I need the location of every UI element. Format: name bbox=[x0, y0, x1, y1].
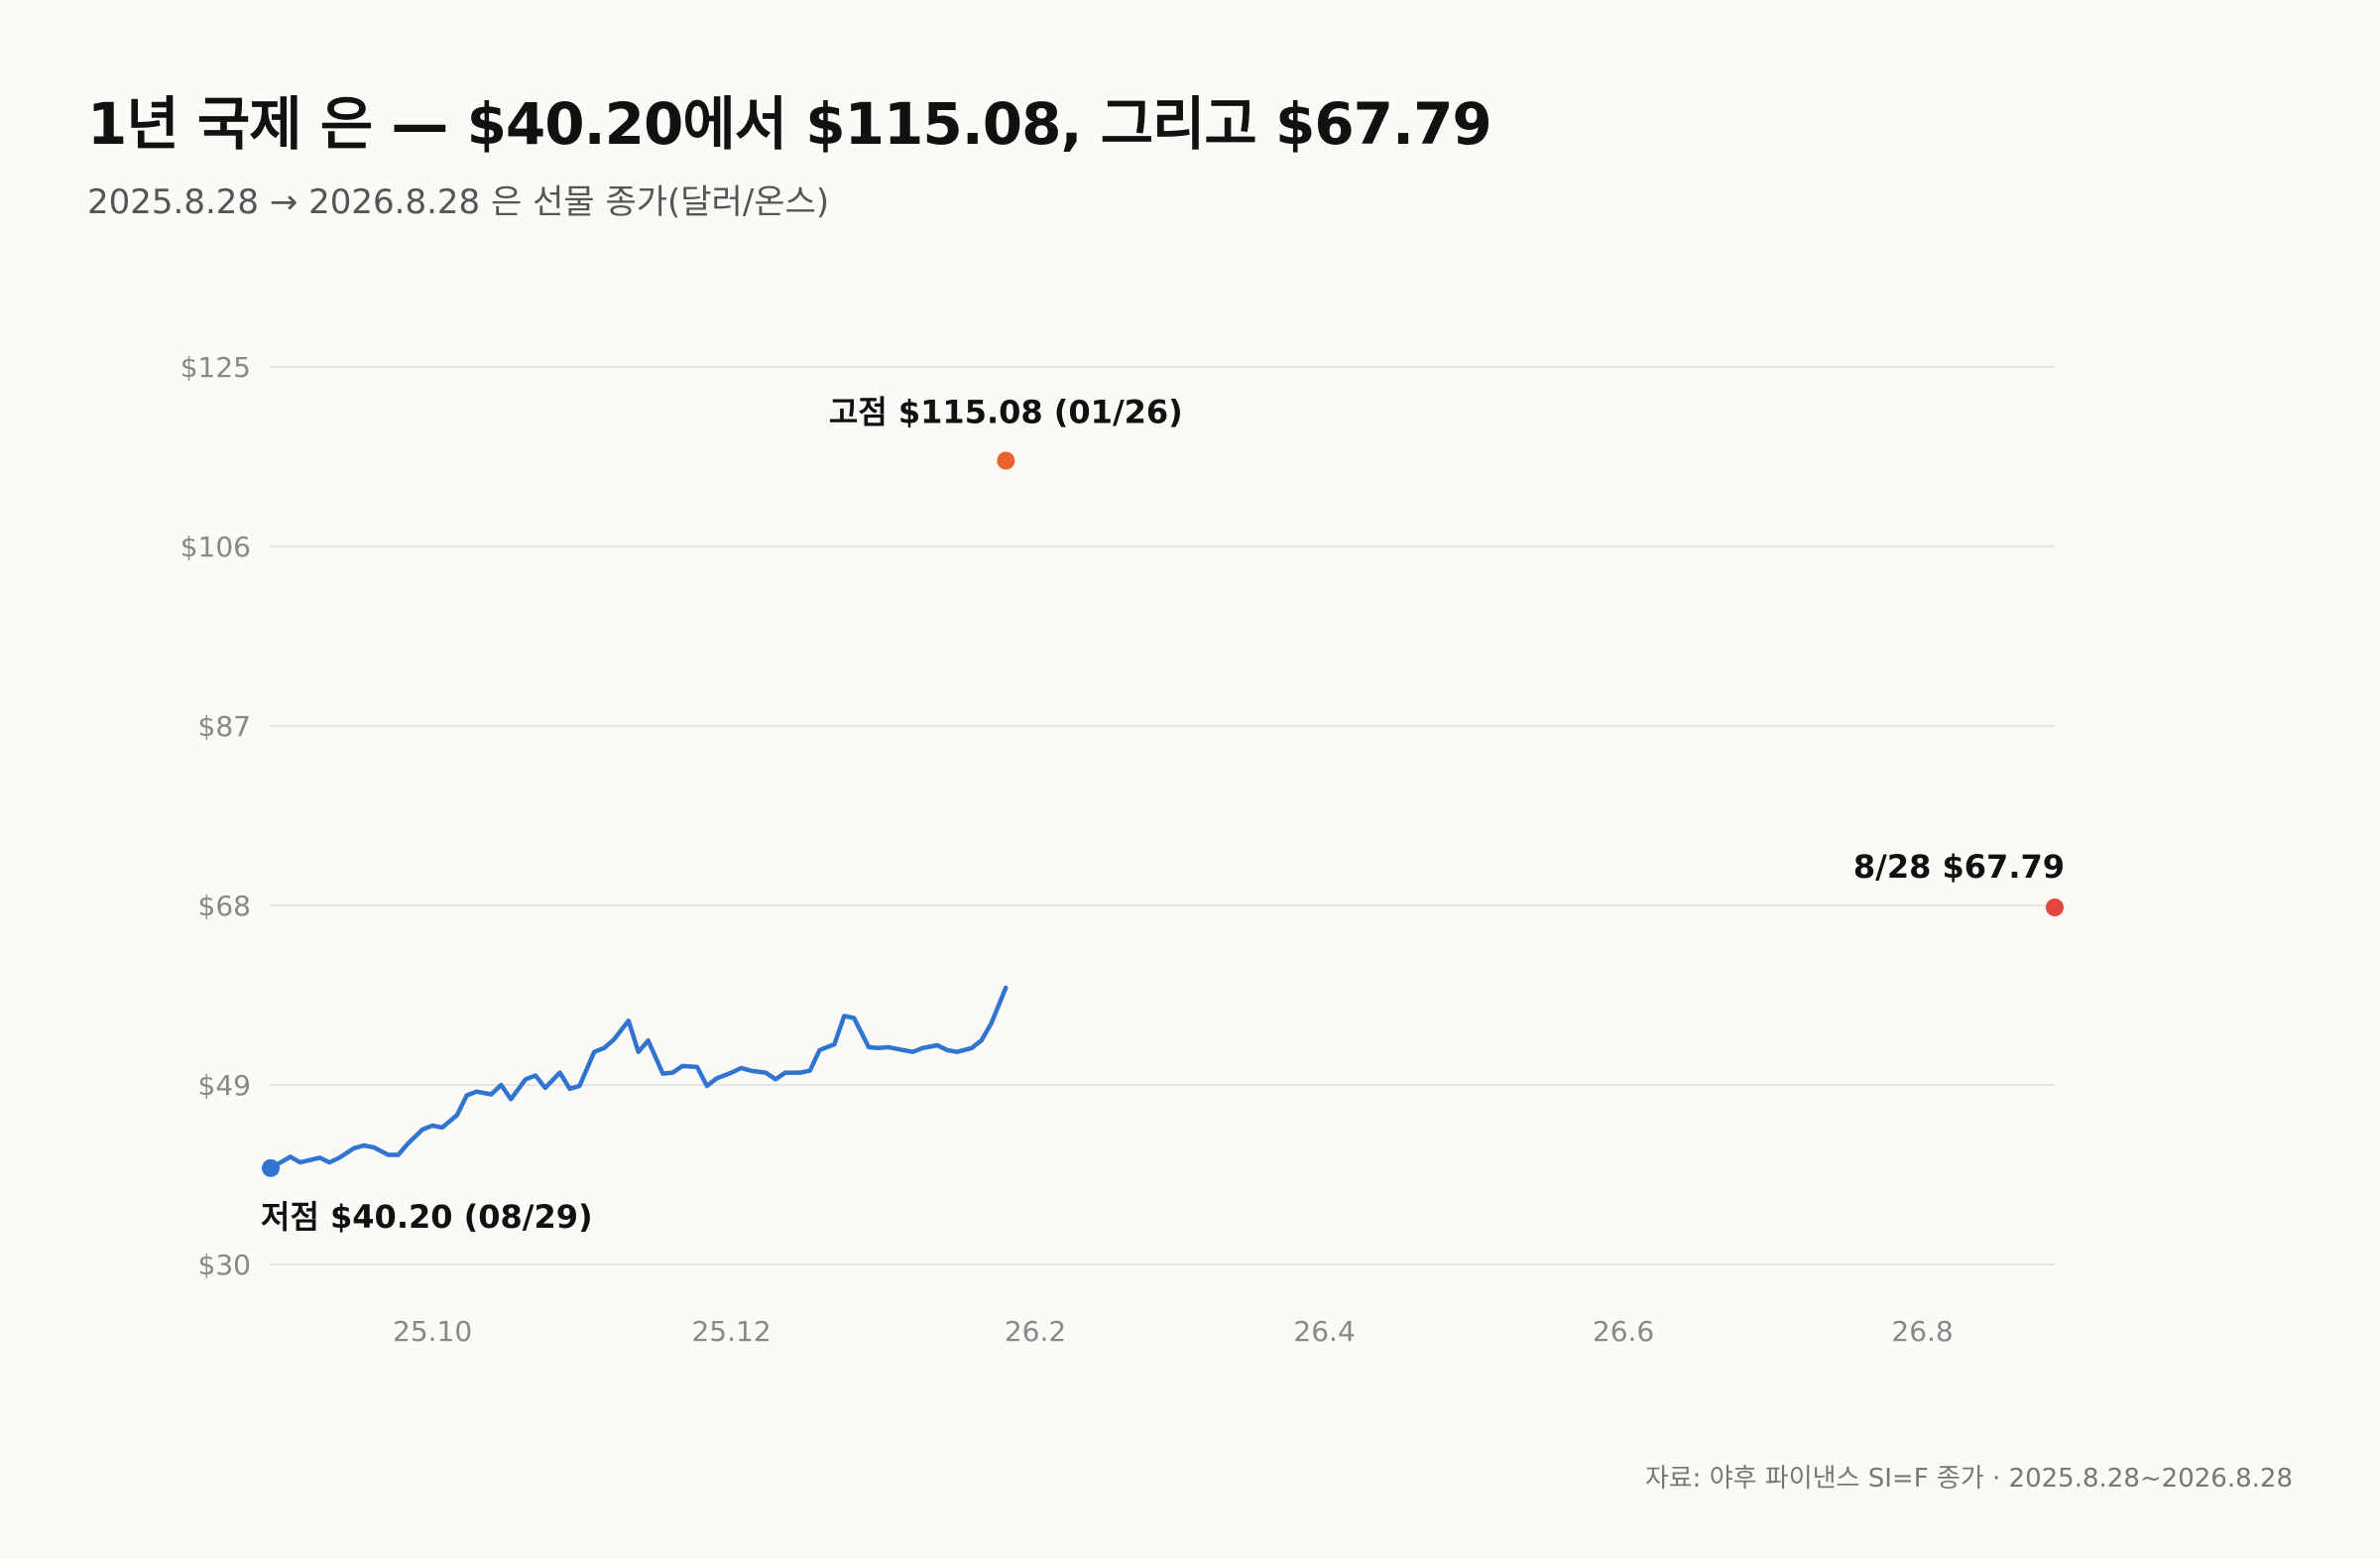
source-note: 자료: 야후 파이낸스 SI=F 종가 · 2025.8.28~2026.8.2… bbox=[1644, 1464, 2293, 1494]
x-axis: 25.10 25.12 26.2 26.4 26.6 26.8 bbox=[393, 1315, 1954, 1348]
gridlines bbox=[270, 366, 2055, 1265]
x-tick-label: 25.10 bbox=[393, 1315, 472, 1348]
series bbox=[268, 985, 1009, 1171]
y-axis: $125 $106 $87 $68 $49 $30 bbox=[180, 351, 251, 1281]
y-tick-label: $87 bbox=[198, 710, 251, 743]
chart-subtitle: 2025.8.28 → 2026.8.28 은 선물 종가(달러/온스) bbox=[87, 182, 830, 222]
low-point-label: 저점 $40.20 (08/29) bbox=[261, 1198, 593, 1236]
y-tick-label: $125 bbox=[180, 351, 251, 384]
x-tick-label: 26.4 bbox=[1293, 1315, 1355, 1348]
high-point-marker bbox=[997, 451, 1015, 470]
last-point-marker bbox=[2046, 899, 2064, 917]
last-point-label: 8/28 $67.79 bbox=[1853, 848, 2065, 886]
x-tick-label: 26.2 bbox=[1005, 1315, 1066, 1348]
markers: 저점 $40.20 (08/29) 고점 $115.08 (01/26) 8/28 … bbox=[261, 394, 2065, 1236]
x-tick-label: 26.8 bbox=[1891, 1315, 1953, 1348]
high-point-label: 고점 $115.08 (01/26) bbox=[829, 394, 1183, 431]
y-tick-label: $49 bbox=[198, 1069, 251, 1102]
y-tick-label: $68 bbox=[198, 890, 251, 922]
x-tick-label: 25.12 bbox=[691, 1315, 771, 1348]
y-tick-label: $106 bbox=[180, 531, 251, 563]
x-tick-label: 26.6 bbox=[1593, 1315, 1654, 1348]
low-point-marker bbox=[262, 1158, 280, 1177]
series-line bbox=[268, 985, 1009, 1171]
y-tick-label: $30 bbox=[198, 1249, 251, 1281]
chart-title: 1년 국제 은 — $40.20에서 $115.08, 그리고 $67.79 bbox=[87, 90, 1492, 158]
